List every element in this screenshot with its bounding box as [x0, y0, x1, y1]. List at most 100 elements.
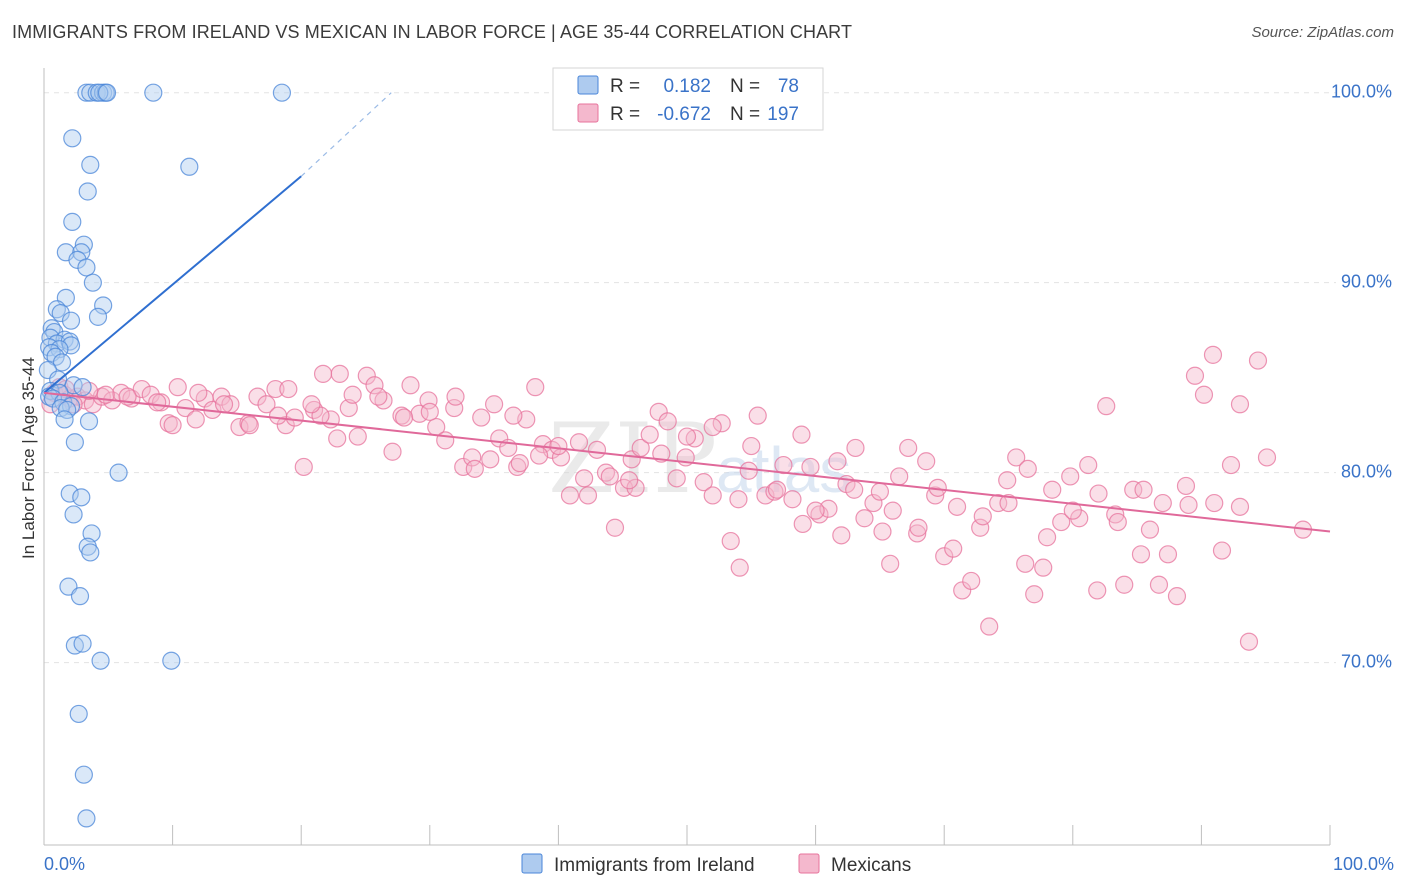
data-point [77, 258, 96, 277]
data-point [144, 83, 163, 102]
data-point [63, 129, 82, 148]
data-point [917, 452, 936, 471]
data-point [81, 543, 100, 562]
data-point [401, 376, 420, 395]
axes [43, 68, 1331, 846]
data-point [944, 539, 963, 558]
data-point [214, 395, 234, 414]
x-tick-labels: 0.0% 100.0% [44, 854, 1394, 874]
legend-r-label-2: R = [610, 104, 640, 125]
data-point [1063, 501, 1082, 520]
data-point [365, 376, 384, 395]
data-point [605, 518, 625, 537]
data-point [1205, 493, 1224, 513]
y-tick-label: 100.0% [1331, 82, 1392, 102]
source-credit: Source: ZipAtlas.com [1251, 24, 1394, 41]
data-point [899, 438, 918, 458]
data-point [63, 212, 82, 231]
data-point [485, 395, 504, 414]
data-point [90, 83, 109, 102]
data-point [61, 311, 81, 330]
data-point [420, 402, 439, 421]
data-point [1176, 476, 1196, 496]
data-point [1034, 558, 1053, 577]
data-point [77, 809, 96, 828]
data-point [1016, 554, 1035, 573]
data-point [801, 457, 820, 477]
data-point [1221, 455, 1241, 475]
x-tick-label: 0.0% [44, 854, 85, 874]
data-point [463, 448, 482, 467]
data-point [530, 446, 549, 465]
data-point [436, 431, 455, 450]
data-point [357, 366, 376, 385]
data-point [1134, 480, 1153, 499]
legend-swatch-pink [577, 103, 599, 123]
chart-title: IMMIGRANTS FROM IRELAND VS MEXICAN IN LA… [12, 22, 853, 42]
data-point [73, 634, 92, 653]
data-point [980, 617, 999, 636]
data-point [989, 493, 1008, 513]
data-point [465, 459, 484, 478]
data-point [168, 378, 187, 397]
data-point [828, 452, 847, 471]
y-tick-labels: 70.0% 80.0% 90.0% 100.0% [1331, 82, 1392, 672]
data-point [846, 438, 865, 458]
data-point [313, 364, 333, 383]
data-point [91, 651, 110, 670]
data-point [1089, 484, 1108, 503]
data-point [765, 482, 784, 501]
data-point [302, 395, 321, 414]
data-point [1158, 545, 1178, 564]
data-point [1124, 480, 1143, 499]
data-point [446, 387, 465, 406]
y-tick-label: 70.0% [1341, 652, 1392, 672]
data-point [1179, 495, 1198, 515]
data-point [55, 410, 74, 429]
data-point [1070, 509, 1089, 528]
data-point [504, 406, 523, 425]
data-point [64, 376, 83, 395]
data-point [189, 383, 208, 402]
data-point [72, 488, 91, 507]
data-point [909, 518, 928, 537]
data-point [1185, 366, 1205, 385]
data-point [677, 427, 697, 446]
data-point [1167, 587, 1187, 606]
data-point [792, 425, 811, 444]
data-point [575, 469, 594, 488]
data-point [1097, 397, 1116, 416]
data-point [973, 507, 992, 526]
data-point [712, 414, 731, 433]
data-point [569, 433, 589, 452]
data-point [330, 364, 349, 383]
data-point [1108, 512, 1127, 532]
trend-line-ireland-extension [300, 92, 392, 177]
y-tick-label: 80.0% [1341, 462, 1392, 482]
data-point [65, 433, 84, 452]
data-point [328, 429, 347, 448]
data-point [870, 482, 890, 501]
data-point [1212, 541, 1232, 560]
grid-lines [44, 92, 1336, 664]
watermark-atlas: atlas [716, 434, 851, 506]
data-point [864, 493, 883, 513]
data-point [268, 406, 288, 425]
data-point [141, 385, 160, 404]
trend-lines [43, 92, 1331, 533]
data-point [721, 531, 740, 551]
bottom-legend-label-mexicans: Mexicans [831, 855, 911, 876]
data-point [481, 450, 500, 469]
data-point [767, 480, 787, 499]
data-point [1257, 448, 1277, 467]
data-point [1239, 632, 1259, 651]
data-point [240, 416, 259, 435]
data-point [369, 387, 388, 406]
data-point [1248, 351, 1268, 370]
data-point [383, 442, 402, 461]
legend-n-value-2: 197 [767, 104, 799, 125]
data-point [855, 509, 874, 528]
data-point [60, 484, 79, 503]
data-point [908, 524, 927, 543]
